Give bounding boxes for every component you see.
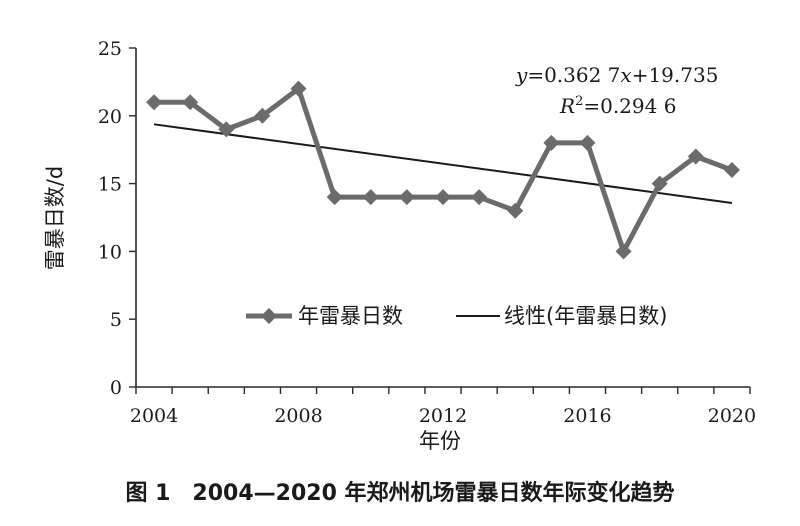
x-tick-label: 2016 — [563, 405, 611, 427]
x-axis-title: 年份 — [419, 429, 461, 453]
data-point-diamond — [507, 202, 524, 219]
data-point-diamond — [687, 148, 704, 165]
legend-diamond-marker — [261, 308, 277, 324]
legend-label-trend: 线性(年雷暴日数) — [504, 304, 667, 328]
y-tick-label: 5 — [110, 309, 122, 331]
x-tick-label: 2004 — [130, 405, 178, 427]
data-point-diamond — [579, 134, 596, 151]
x-tick-label: 2020 — [708, 405, 756, 427]
y-tick-label: 0 — [110, 377, 122, 399]
y-tick-label: 10 — [98, 241, 122, 263]
y-tick-label: 15 — [98, 174, 122, 196]
data-point-diamond — [218, 121, 235, 138]
y-tick-label: 25 — [98, 38, 122, 60]
data-point-diamond — [651, 175, 668, 192]
data-point-diamond — [290, 80, 307, 97]
r-squared: R2=0.294 6 — [559, 94, 676, 118]
data-point-diamond — [254, 107, 271, 124]
figure-caption: 图 1 2004—2020 年郑州机场雷暴日数年际变化趋势 — [125, 480, 674, 506]
legend-label-main: 年雷暴日数 — [298, 304, 403, 328]
trend-equation-coef: =0.362 7 — [527, 63, 620, 87]
trend-equation-rest: +19.735 — [632, 63, 719, 87]
trend-equation-y: y — [515, 63, 528, 87]
x-tick-label: 2012 — [419, 405, 467, 427]
chart-legend: 年雷暴日数 线性(年雷暴日数) — [246, 304, 667, 328]
chart-axes — [135, 48, 750, 388]
data-point-diamond — [326, 189, 343, 206]
y-tick-label: 20 — [98, 106, 122, 128]
data-point-diamond — [435, 189, 451, 206]
data-point-diamond — [615, 243, 632, 260]
data-point-diamond — [543, 134, 560, 151]
r-squared-r: R — [559, 94, 575, 118]
trend-line — [153, 123, 733, 204]
data-point-diamond — [723, 162, 740, 179]
chart-series-layer — [146, 80, 740, 260]
data-point-diamond — [471, 189, 488, 206]
data-point-diamond — [146, 94, 163, 111]
data-point-diamond — [362, 189, 379, 206]
data-point-diamond — [398, 189, 415, 206]
data-point-diamond — [182, 94, 199, 111]
trend-equation: y=0.362 7x+19.735 — [515, 63, 718, 87]
y-axis-title: 雷暴日数/d — [43, 166, 67, 270]
r-squared-rest: =0.294 6 — [583, 94, 676, 118]
trend-equation-x: x — [620, 63, 631, 87]
r-squared-sup: 2 — [575, 94, 583, 109]
chart-ticks: 0 5 10 15 20 25 2004 2008 2012 2016 2020 — [98, 38, 756, 427]
x-tick-label: 2008 — [274, 405, 322, 427]
